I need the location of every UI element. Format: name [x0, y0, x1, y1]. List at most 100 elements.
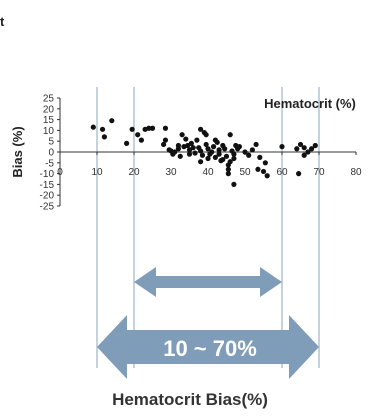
data-point — [236, 144, 243, 150]
data-point — [90, 124, 96, 130]
y-axis-label: Bias (%) — [10, 126, 25, 177]
x-tick-label: 80 — [350, 167, 362, 178]
data-point — [186, 151, 193, 157]
data-point — [312, 142, 318, 149]
data-point — [149, 125, 156, 131]
data-point — [262, 160, 268, 166]
data-point — [222, 146, 228, 152]
y-tick-label: 15 — [43, 115, 55, 126]
data-point — [260, 168, 267, 175]
data-point — [124, 140, 130, 146]
y-tick-label: -15 — [40, 180, 55, 191]
data-point — [203, 132, 209, 138]
axes — [57, 97, 357, 207]
data-point — [246, 152, 252, 158]
data-point — [194, 137, 200, 143]
data-point — [309, 146, 315, 152]
y-tick-label: 0 — [48, 148, 54, 159]
data-point — [301, 145, 307, 151]
data-point — [220, 156, 226, 163]
figure-caption: Hematocrit Bias(%) — [112, 390, 268, 409]
y-tick-label: 20 — [43, 104, 55, 115]
data-point — [199, 152, 206, 158]
inner-range-arrow — [134, 267, 282, 297]
data-point — [297, 141, 304, 148]
x-tick-label: 0 — [57, 167, 63, 178]
data-point — [177, 153, 183, 159]
data-point — [210, 144, 217, 150]
data-point — [294, 146, 300, 152]
data-point — [264, 173, 270, 179]
data-point — [129, 126, 135, 132]
data-point — [135, 132, 141, 138]
x-tick-label: 70 — [313, 167, 325, 178]
data-point — [205, 155, 211, 162]
data-point — [216, 147, 222, 153]
range-arrows — [97, 267, 319, 379]
data-point — [162, 125, 169, 131]
data-point — [109, 118, 115, 124]
x-tick-label: 40 — [202, 167, 214, 178]
y-tick-label: 25 — [43, 94, 55, 105]
y-tick-label: -5 — [45, 158, 54, 169]
data-point — [99, 126, 106, 132]
y-tick-label: 10 — [43, 126, 55, 137]
data-point — [279, 144, 285, 150]
data-point — [255, 166, 261, 172]
stray-text: t — [0, 14, 5, 29]
y-tick-label: 5 — [48, 137, 54, 148]
y-tick-label: -20 — [40, 191, 55, 202]
x-tick-label: 60 — [276, 167, 288, 178]
data-point — [161, 141, 167, 148]
data-points — [90, 118, 318, 187]
data-point — [227, 132, 233, 138]
range-label: 10 ~ 70% — [163, 336, 257, 361]
data-point — [198, 126, 204, 132]
data-point — [101, 134, 107, 140]
x-tick-label: 30 — [165, 167, 177, 178]
data-point — [301, 152, 307, 158]
data-point — [227, 159, 233, 165]
data-point — [138, 137, 144, 143]
data-point — [209, 149, 215, 155]
y-tick-label: -25 — [40, 202, 55, 213]
data-point — [203, 141, 209, 148]
data-point — [231, 181, 237, 187]
x-tick-label: 20 — [128, 167, 140, 178]
data-point — [216, 151, 222, 157]
outer-range-arrow — [97, 315, 319, 379]
x-axis-label: Hematocrit (%) — [264, 96, 356, 111]
data-point — [192, 150, 198, 156]
data-point — [225, 171, 231, 177]
x-tick-labels: 0 10 20 30 40 50 60 70 80 — [57, 167, 362, 178]
data-point — [190, 145, 196, 151]
data-point — [212, 154, 218, 160]
data-point — [223, 153, 230, 159]
data-point — [257, 154, 263, 160]
y-tick-label: -10 — [40, 169, 55, 180]
data-point — [214, 139, 220, 145]
data-point — [249, 147, 255, 153]
data-point — [146, 125, 152, 131]
data-point — [231, 151, 237, 157]
data-point — [253, 141, 259, 148]
data-point — [172, 149, 178, 155]
data-point — [162, 137, 169, 143]
data-point — [198, 159, 204, 165]
data-point — [242, 149, 248, 155]
data-point — [296, 171, 302, 177]
data-point — [225, 166, 231, 172]
data-point — [175, 146, 181, 152]
data-point — [179, 132, 185, 138]
x-tick-label: 10 — [91, 167, 103, 178]
data-point — [205, 146, 211, 152]
data-point — [305, 149, 311, 155]
x-tick-label: 50 — [239, 167, 251, 178]
data-point — [198, 148, 204, 154]
data-point — [188, 140, 194, 146]
guide-lines — [96, 87, 320, 368]
data-point — [183, 136, 189, 142]
data-point — [231, 155, 237, 162]
